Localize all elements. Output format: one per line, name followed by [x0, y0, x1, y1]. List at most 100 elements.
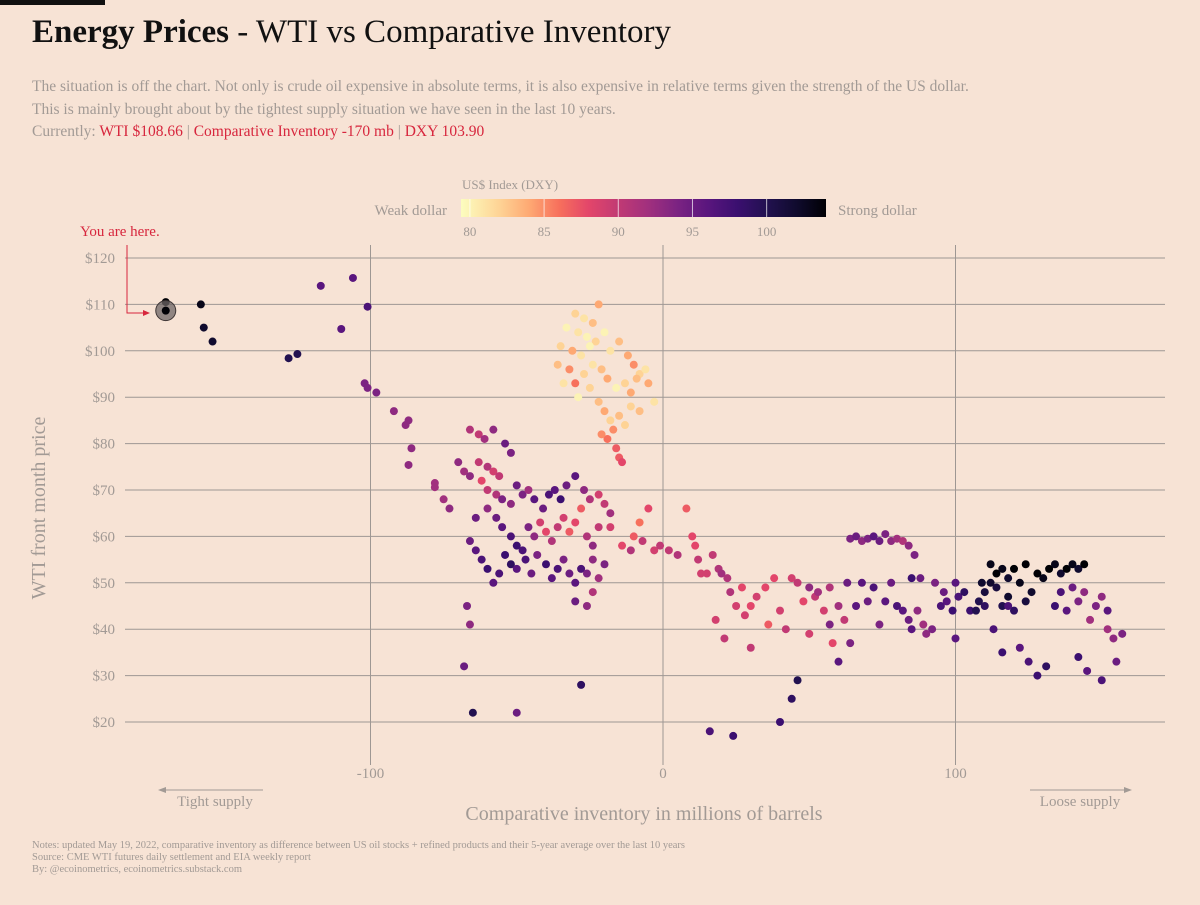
- data-point: [752, 592, 761, 601]
- data-point: [597, 430, 606, 439]
- data-point: [518, 546, 527, 555]
- data-point: [834, 657, 843, 666]
- data-point: [284, 354, 293, 363]
- data-point: [805, 583, 814, 592]
- data-point: [594, 523, 603, 532]
- data-point: [577, 564, 586, 573]
- data-point: [580, 486, 589, 494]
- subtitle: The situation is off the chart. Not only…: [32, 76, 969, 144]
- data-point: [875, 537, 884, 546]
- data-point: [986, 560, 995, 569]
- data-point: [638, 537, 647, 546]
- data-point: [609, 425, 618, 434]
- y-tick-label: $90: [93, 390, 116, 406]
- data-point: [705, 727, 714, 736]
- data-point: [1021, 560, 1030, 569]
- x-tick-label: 100: [944, 766, 967, 782]
- data-point: [495, 472, 504, 481]
- arrow-head-icon: [143, 310, 150, 316]
- data-point: [881, 597, 890, 606]
- data-point: [460, 467, 469, 476]
- data-point: [620, 379, 629, 388]
- data-point: [489, 578, 498, 587]
- data-point: [612, 383, 621, 392]
- data-point: [1062, 606, 1071, 615]
- data-point: [629, 532, 638, 541]
- annotation-arrow-line: [126, 245, 147, 314]
- source-line: Source: CME WTI futures daily settlement…: [32, 852, 311, 863]
- data-point: [363, 302, 372, 311]
- data-point: [708, 550, 717, 559]
- current-data-point: [161, 306, 170, 315]
- data-point: [571, 309, 580, 318]
- data-point: [904, 541, 913, 550]
- data-point: [852, 532, 861, 541]
- data-point: [1068, 583, 1077, 592]
- legend-tick-label: 95: [686, 224, 699, 239]
- data-point: [465, 425, 474, 434]
- data-point: [814, 588, 823, 597]
- data-point: [559, 379, 568, 388]
- data-point: [893, 602, 901, 610]
- data-point: [948, 606, 957, 615]
- data-point: [1074, 653, 1083, 662]
- data-point: [1118, 629, 1127, 638]
- data-point: [922, 629, 931, 638]
- data-point: [907, 574, 916, 583]
- data-point: [723, 574, 732, 583]
- data-point: [615, 411, 624, 420]
- data-point: [966, 606, 975, 615]
- data-point: [989, 625, 998, 634]
- data-point: [574, 328, 583, 337]
- data-point: [512, 564, 521, 573]
- data-point: [1042, 662, 1051, 671]
- data-point: [562, 481, 571, 490]
- data-point: [550, 486, 559, 494]
- notes: Notes: updated May 19, 2022, comparative…: [32, 840, 685, 876]
- data-point: [732, 602, 741, 610]
- data-point: [506, 448, 515, 457]
- data-point: [577, 504, 586, 513]
- data-point: [951, 578, 960, 587]
- data-point: [483, 462, 492, 471]
- data-point: [1010, 606, 1018, 615]
- axes: $20 $30 $40 $50 $60 $70 $80 $90 $100 $110 $120 -100…: [85, 251, 967, 782]
- data-point: [913, 606, 922, 615]
- data-point: [556, 495, 565, 504]
- current-dxy: DXY 103.90: [404, 123, 485, 140]
- data-point: [635, 518, 644, 527]
- data-point: [641, 365, 650, 374]
- data-point: [588, 360, 597, 369]
- data-point: [650, 397, 659, 406]
- data-point: [582, 532, 591, 541]
- data-point: [606, 346, 615, 355]
- data-point: [846, 639, 855, 648]
- data-point: [603, 374, 612, 383]
- data-point: [875, 620, 884, 629]
- data-point: [460, 662, 469, 671]
- x-tick-label: -100: [357, 766, 385, 782]
- data-point: [512, 481, 521, 490]
- you-are-here-annotation: You are here.: [80, 224, 160, 316]
- data-point: [898, 606, 907, 615]
- data-point: [498, 523, 507, 532]
- data-point: [626, 546, 635, 555]
- right-arrow-icon: [1124, 787, 1132, 793]
- data-point: [863, 597, 872, 606]
- data-point: [483, 504, 492, 513]
- data-point: [720, 634, 729, 643]
- data-point: [544, 490, 553, 499]
- data-point: [644, 504, 653, 513]
- data-point: [489, 425, 498, 434]
- data-point: [468, 708, 477, 717]
- data-point: [582, 332, 591, 341]
- data-point: [1080, 560, 1089, 569]
- data-point: [477, 476, 486, 485]
- data-point: [881, 530, 890, 539]
- data-point: [600, 560, 609, 569]
- data-point: [1027, 588, 1036, 597]
- y-tick-label: $20: [93, 715, 116, 731]
- data-point: [533, 550, 542, 559]
- data-point: [1033, 569, 1042, 578]
- data-point: [474, 458, 483, 467]
